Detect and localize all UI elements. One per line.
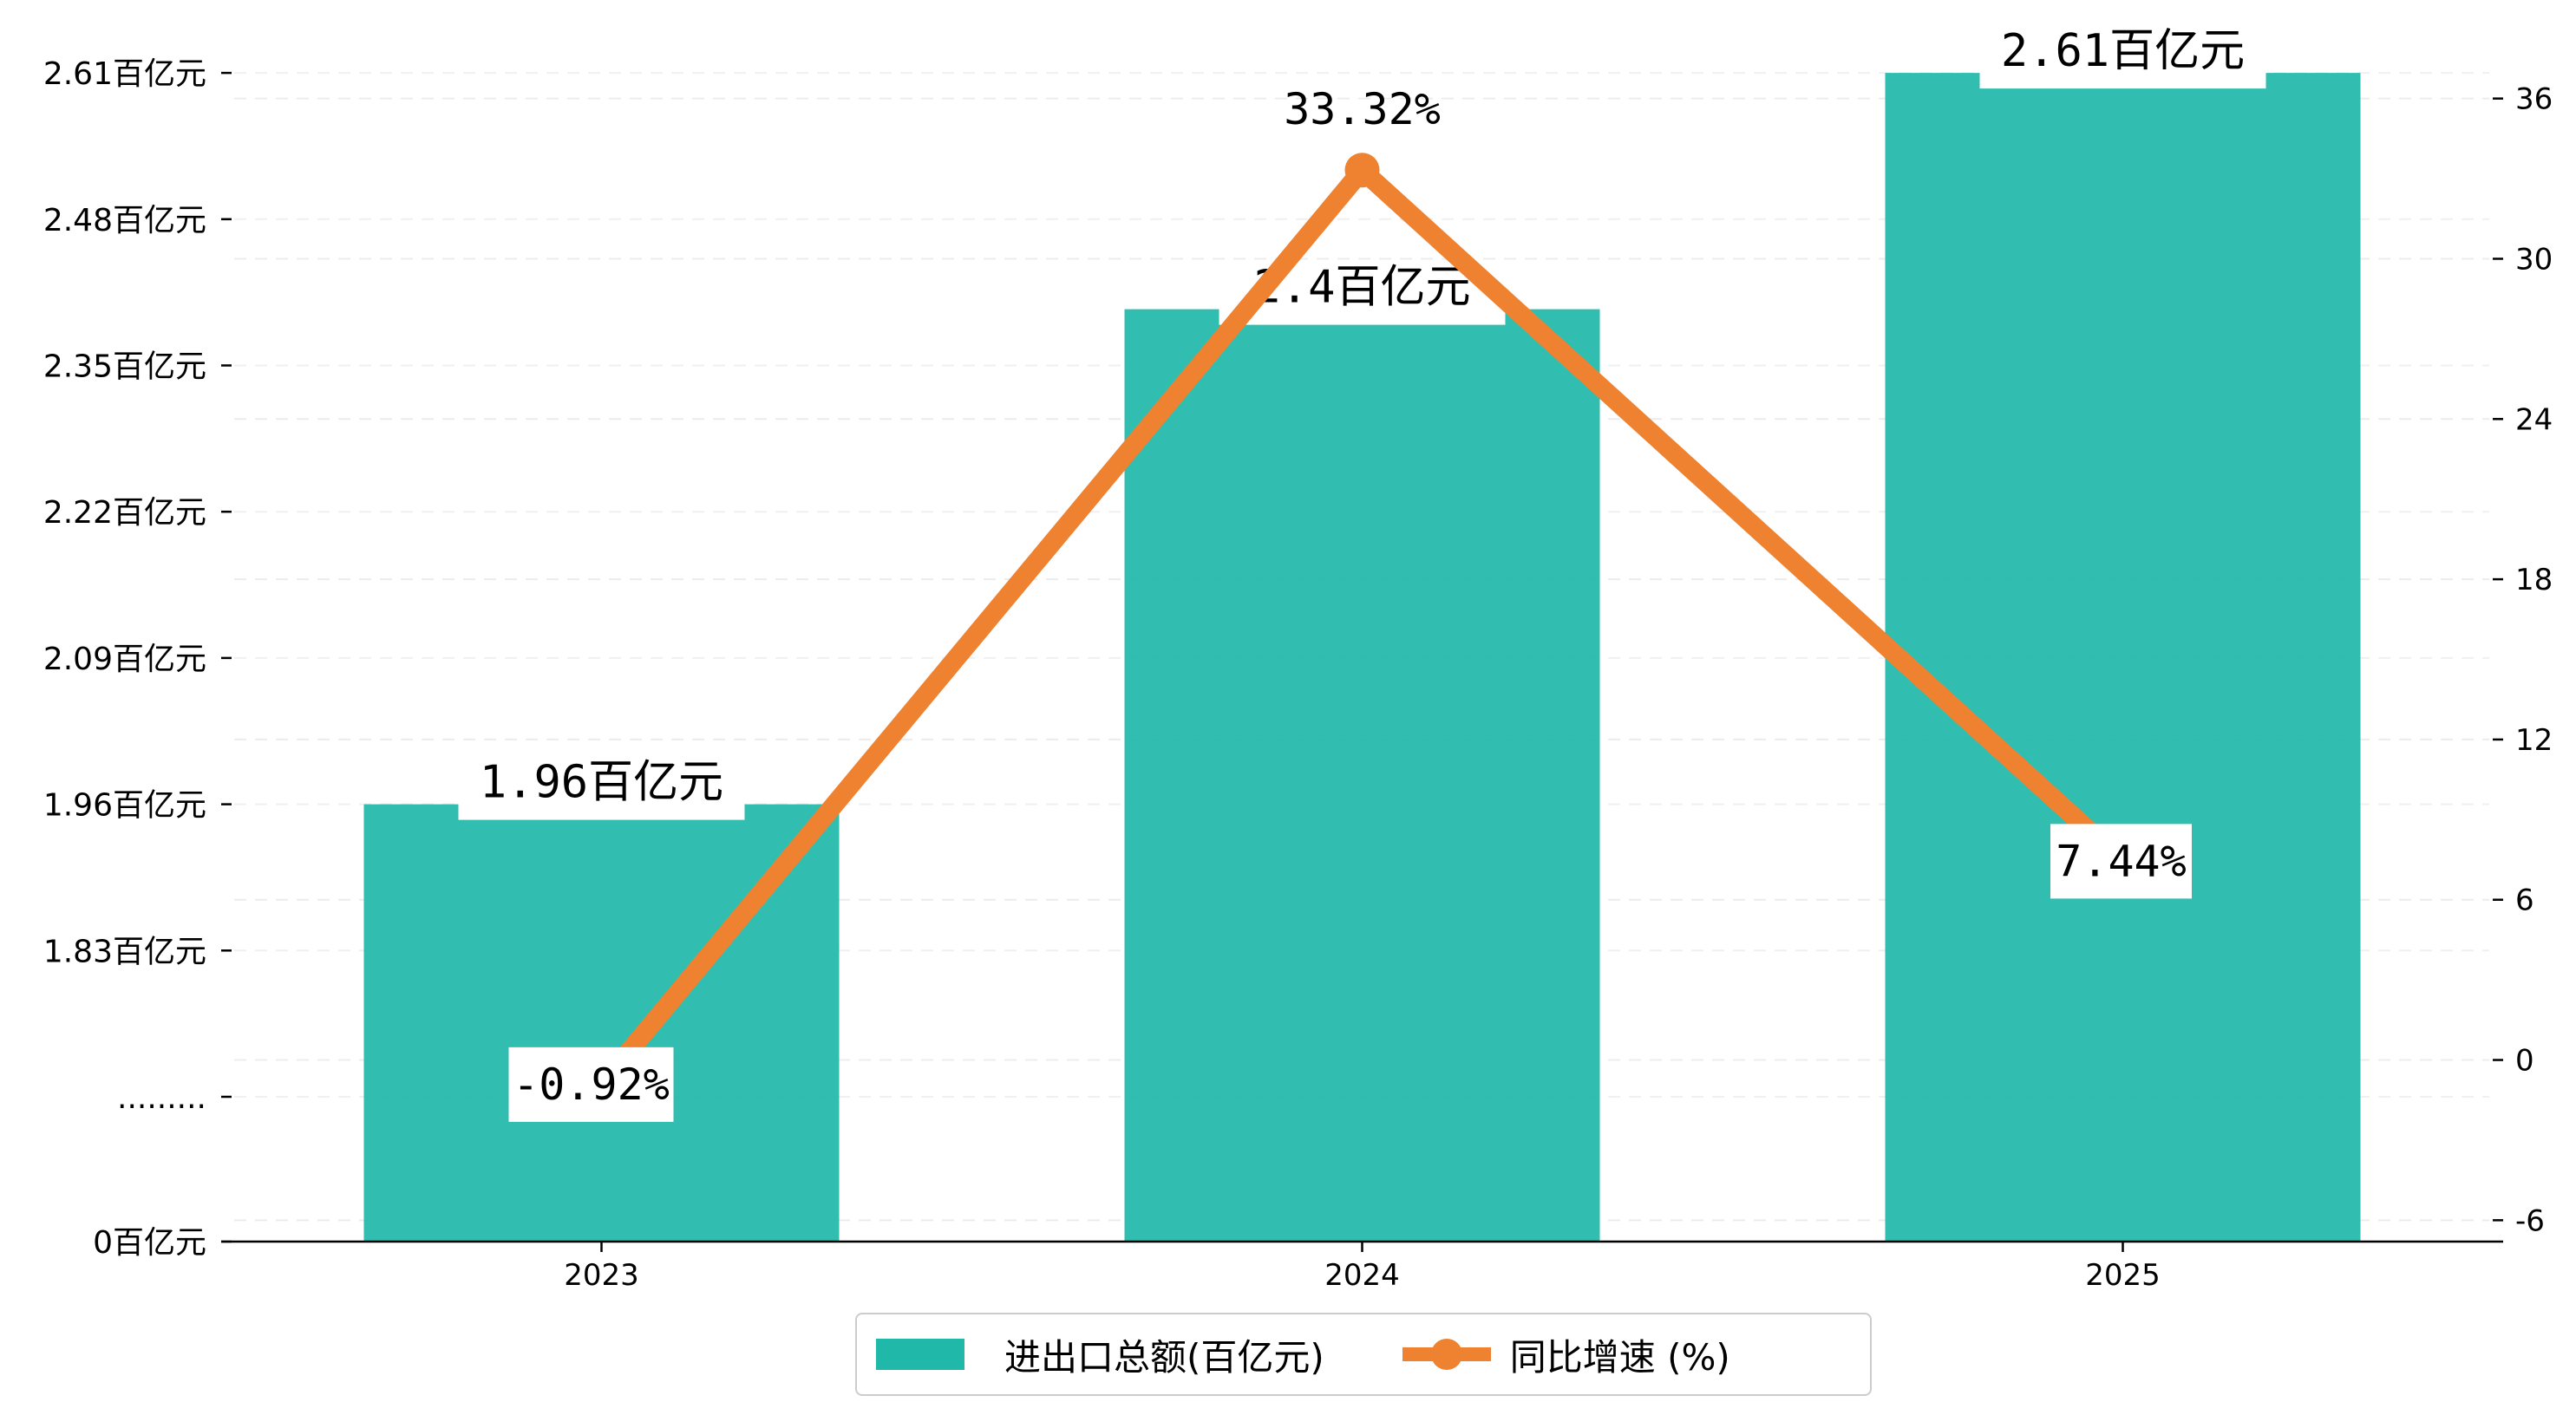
right-tick-label: 36 [2515,82,2553,117]
legend-bar-swatch [876,1339,964,1370]
left-tick-label: 2.35百亿元 [43,349,206,385]
bar-value-label: 1.96百亿元 [480,757,723,809]
bar-2025 [1885,73,2361,1242]
bar-label-box [458,767,745,820]
left-tick-label: 2.61百亿元 [43,56,206,92]
pct-label-box [508,1047,674,1122]
legend-item-bar: 进出口总额(百亿元) [857,1328,1324,1381]
right-tick-label: 24 [2515,402,2553,437]
left-tick-label: 2.09百亿元 [43,642,206,677]
x-tick-label: 2025 [2085,1258,2161,1293]
left-tick-label: 1.83百亿元 [43,934,206,969]
legend-bar-label: 进出口总额(百亿元) [1004,1335,1324,1379]
bar-label-box [1979,36,2266,89]
x-tick-label: 2024 [1324,1258,1400,1293]
bar-series [363,73,2361,1242]
right-axis: -6 0 6 12 18 24 30 36 [2493,82,2553,1238]
left-tick-label: 0百亿元 [93,1225,206,1261]
right-tick-label: 6 [2515,884,2534,918]
left-tick-label: 2.48百亿元 [43,203,206,238]
bar-value-label: 2.61百亿元 [2001,25,2245,77]
line-value-labels: -0.92% 33.32% 7.44% [508,84,2192,1122]
legend-line-label: 同比增速 (%) [1509,1335,1730,1379]
legend-line-swatch [1402,1339,1491,1370]
right-tick-label: -6 [2515,1203,2545,1238]
right-tick-label: 12 [2515,723,2553,758]
left-tick-label: 2.22百亿元 [43,495,206,531]
pct-value-label: 7.44% [2056,836,2187,886]
x-tick-label: 2023 [564,1258,639,1293]
left-tick-label: ......... [117,1080,206,1116]
left-tick-label: 1.96百亿元 [43,788,206,824]
right-tick-label: 0 [2515,1044,2534,1079]
right-tick-label: 30 [2515,242,2553,277]
x-axis: 2023 2024 2025 [564,1242,2161,1293]
pct-value-label: 33.32% [1284,84,1441,134]
growth-point [1344,153,1380,188]
legend: 进出口总额(百亿元) 同比增速 (%) [855,1313,1872,1396]
pct-value-label: -0.92% [513,1060,670,1110]
right-tick-label: 18 [2515,563,2553,597]
bar-2024 [1124,309,1600,1242]
left-axis: 0百亿元......... 1.83百亿元 1.96百亿元 2.09百亿元 2.22百亿… [43,56,232,1261]
legend-item-line: 同比增速 (%) [1324,1328,1730,1381]
pct-label-box [2050,824,2192,899]
bar-2023 [363,804,840,1242]
